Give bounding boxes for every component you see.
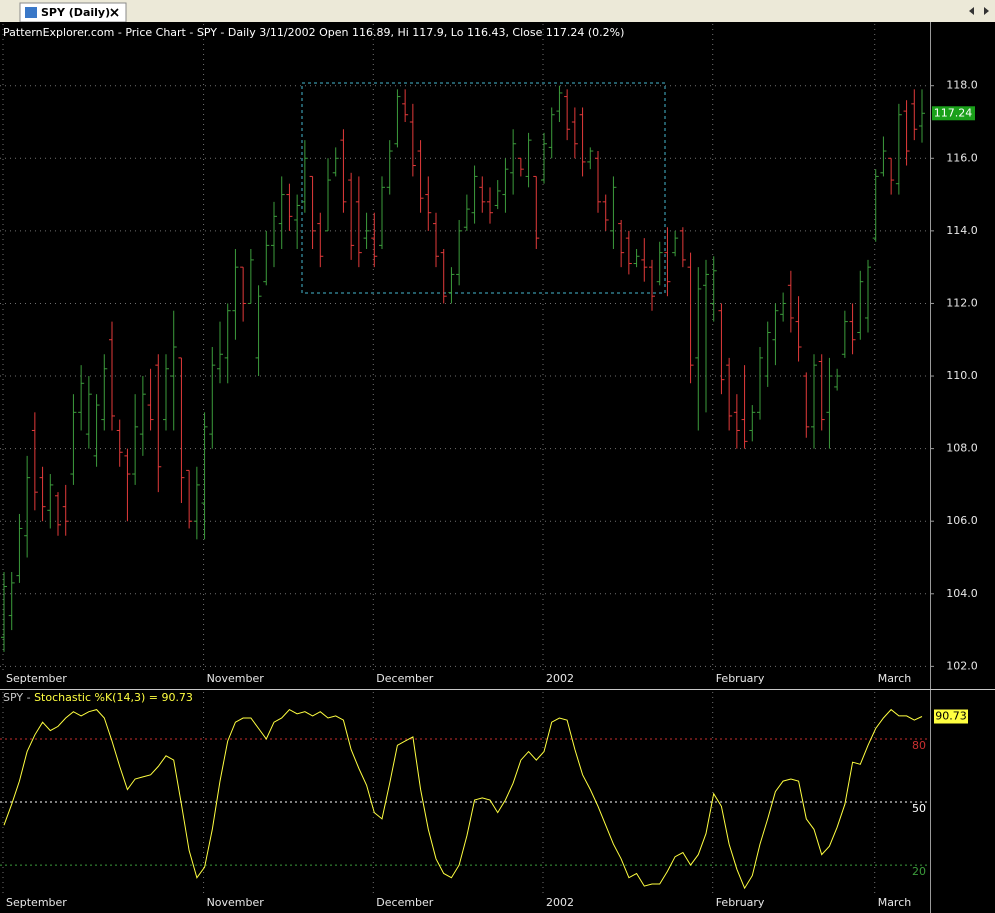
indicator-name: Stochastic %K(14,3) = 90.73 xyxy=(34,691,193,704)
y-tick-label: 102.0 xyxy=(946,659,978,672)
indicator-title: SPY - Stochastic %K(14,3) = 90.73 xyxy=(3,691,193,704)
y-tick-label: 112.0 xyxy=(946,296,978,309)
indicator-symbol: SPY - xyxy=(3,691,34,704)
x-tick-label: September xyxy=(6,896,67,909)
y-tick-label: 118.0 xyxy=(946,79,978,92)
y-tick-label: 106.0 xyxy=(946,514,978,527)
y-tick-label: 20 xyxy=(912,865,926,878)
y-tick-label: 114.0 xyxy=(946,224,978,237)
x-tick-label: February xyxy=(716,672,765,685)
x-tick-label: November xyxy=(207,896,265,909)
chart-area xyxy=(0,22,995,913)
y-tick-label: 80 xyxy=(912,739,926,752)
last-price-tag xyxy=(932,106,975,121)
x-tick-label: 2002 xyxy=(546,896,574,909)
x-tick-label: March xyxy=(878,672,912,685)
y-tick-label: 50 xyxy=(912,802,926,815)
x-tick-label: March xyxy=(878,896,912,909)
x-tick-label: February xyxy=(716,896,765,909)
scroll-left[interactable] xyxy=(969,7,974,15)
tab-bar xyxy=(0,0,995,22)
chart-title: PatternExplorer.com - Price Chart - SPY … xyxy=(3,26,624,39)
last-price-label: 117.24 xyxy=(934,106,973,119)
scroll-right[interactable] xyxy=(984,7,989,15)
y-tick-label: 104.0 xyxy=(946,587,978,600)
y-tick-label: 108.0 xyxy=(946,442,978,455)
tab-close[interactable] xyxy=(110,8,119,17)
stochastic-line xyxy=(3,708,923,890)
tab-icon xyxy=(25,7,37,18)
x-tick-label: 2002 xyxy=(546,672,574,685)
tab-title: SPY (Daily) xyxy=(41,6,110,19)
x-tick-label: December xyxy=(376,896,434,909)
y-tick-label: 116.0 xyxy=(946,151,978,164)
x-tick-label: September xyxy=(6,672,67,685)
last-value-tag xyxy=(934,709,968,724)
last-value-label: 90.73 xyxy=(935,710,967,723)
y-tick-label: 110.0 xyxy=(946,369,978,382)
pattern-box xyxy=(301,82,666,294)
x-tick-label: November xyxy=(207,672,265,685)
x-tick-label: December xyxy=(376,672,434,685)
